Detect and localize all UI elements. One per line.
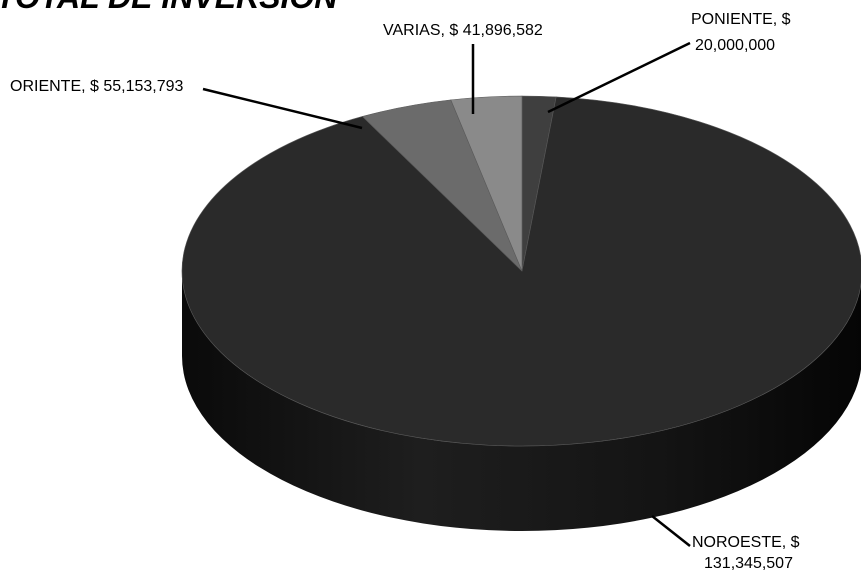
pie-top-slices: [181, 95, 861, 447]
slice-label-poniente: PONIENTE, $ 20,000,000: [691, 11, 791, 54]
slice-label-poniente-line2: 20,000,000: [695, 37, 775, 54]
leader-line-poniente: [547, 41, 691, 114]
slice-label-poniente-line1: PONIENTE, $: [691, 11, 791, 28]
pie-side-surface: [182, 271, 861, 531]
chart-title: TOTAL DE INVERSIÓN: [0, 0, 338, 15]
pie-slice-noroeste: [181, 96, 861, 447]
slice-label-oriente-line1: ORIENTE, $ 55,153,793: [10, 78, 184, 95]
leader-line-noroeste: [651, 515, 691, 547]
pie-side-wall: [182, 271, 861, 531]
slice-label-noroeste: NOROESTE, $ 131,345,507: [692, 534, 800, 572]
pie-slice-varias: [450, 95, 523, 272]
slice-label-varias: VARIAS, $ 41,896,582: [383, 22, 543, 39]
slice-label-noroeste-line2: 131,345,507: [704, 555, 793, 572]
slice-label-varias-line1: VARIAS, $ 41,896,582: [383, 22, 543, 39]
leader-lines: [202, 41, 691, 547]
leader-line-oriente: [202, 87, 363, 130]
slice-label-oriente: ORIENTE, $ 55,153,793: [10, 78, 184, 95]
slice-label-noroeste-line1: NOROESTE, $: [692, 534, 800, 551]
